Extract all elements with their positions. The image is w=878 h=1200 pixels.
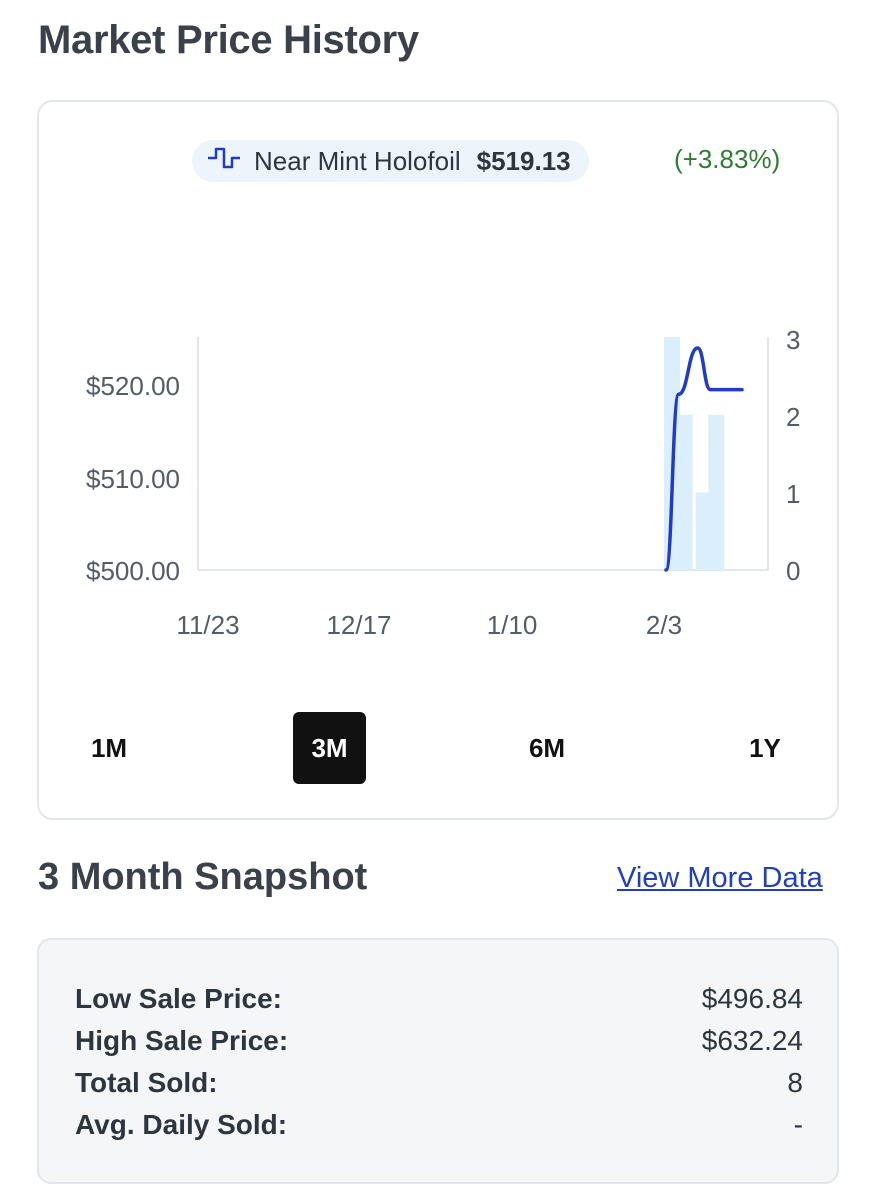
volume-bar bbox=[695, 492, 712, 570]
price-chart: $520.00 $510.00 $500.00 3 2 1 0 11/23 12… bbox=[86, 325, 800, 640]
volume-bar bbox=[676, 414, 693, 570]
price-line bbox=[664, 346, 744, 572]
snapshot-row: High Sale Price: $632.24 bbox=[75, 1020, 803, 1062]
snapshot-value: $632.24 bbox=[701, 1025, 803, 1056]
y-right-tick: 1 bbox=[786, 479, 800, 509]
snapshot-value: 8 bbox=[787, 1067, 803, 1098]
y-right-tick: 2 bbox=[786, 402, 800, 432]
snapshot-value: $496.84 bbox=[701, 983, 803, 1014]
chart-legend[interactable]: Near Mint Holofoil $519.13 bbox=[192, 140, 589, 182]
price-history-card bbox=[37, 100, 839, 820]
x-tick: 12/17 bbox=[326, 610, 391, 640]
snapshot-label: Total Sold: bbox=[75, 1067, 218, 1098]
y-right-tick: 0 bbox=[786, 556, 800, 586]
volume-bar bbox=[708, 414, 725, 570]
view-more-data-link[interactable]: View More Data bbox=[617, 862, 823, 894]
page-title: Market Price History bbox=[38, 18, 419, 62]
range-button-1m[interactable]: 1M bbox=[90, 733, 128, 763]
snapshot-label: Avg. Daily Sold: bbox=[75, 1109, 288, 1140]
snapshot-label: Low Sale Price: bbox=[75, 983, 282, 1014]
y-left-tick: $510.00 bbox=[86, 464, 180, 494]
range-button-6m[interactable]: 6M bbox=[528, 733, 566, 763]
step-line-icon bbox=[206, 144, 242, 179]
time-range-selector: 1M 3M 6M 1Y bbox=[64, 712, 814, 784]
snapshot-value: - bbox=[793, 1109, 803, 1140]
y-left-tick: $500.00 bbox=[86, 556, 180, 586]
x-tick: 11/23 bbox=[176, 610, 239, 640]
range-button-3m[interactable]: 3M bbox=[293, 712, 366, 784]
legend-series-label: Near Mint Holofoil bbox=[254, 145, 461, 176]
price-change-percent: (+3.83%) bbox=[674, 144, 781, 174]
x-tick: 1/10 bbox=[487, 610, 538, 640]
range-button-1y[interactable]: 1Y bbox=[749, 733, 781, 763]
snapshot-row: Total Sold: 8 bbox=[75, 1062, 803, 1104]
legend-price: $519.13 bbox=[476, 145, 571, 176]
x-tick: 2/3 bbox=[646, 610, 682, 640]
snapshot-row: Low Sale Price: $496.84 bbox=[75, 978, 803, 1020]
snapshot-row: Avg. Daily Sold: - bbox=[75, 1104, 803, 1146]
snapshot-title: 3 Month Snapshot bbox=[38, 856, 368, 898]
snapshot-panel: Low Sale Price: $496.84 High Sale Price:… bbox=[37, 938, 839, 1184]
snapshot-label: High Sale Price: bbox=[75, 1025, 289, 1056]
y-right-tick: 3 bbox=[786, 325, 800, 355]
y-left-tick: $520.00 bbox=[86, 371, 180, 401]
